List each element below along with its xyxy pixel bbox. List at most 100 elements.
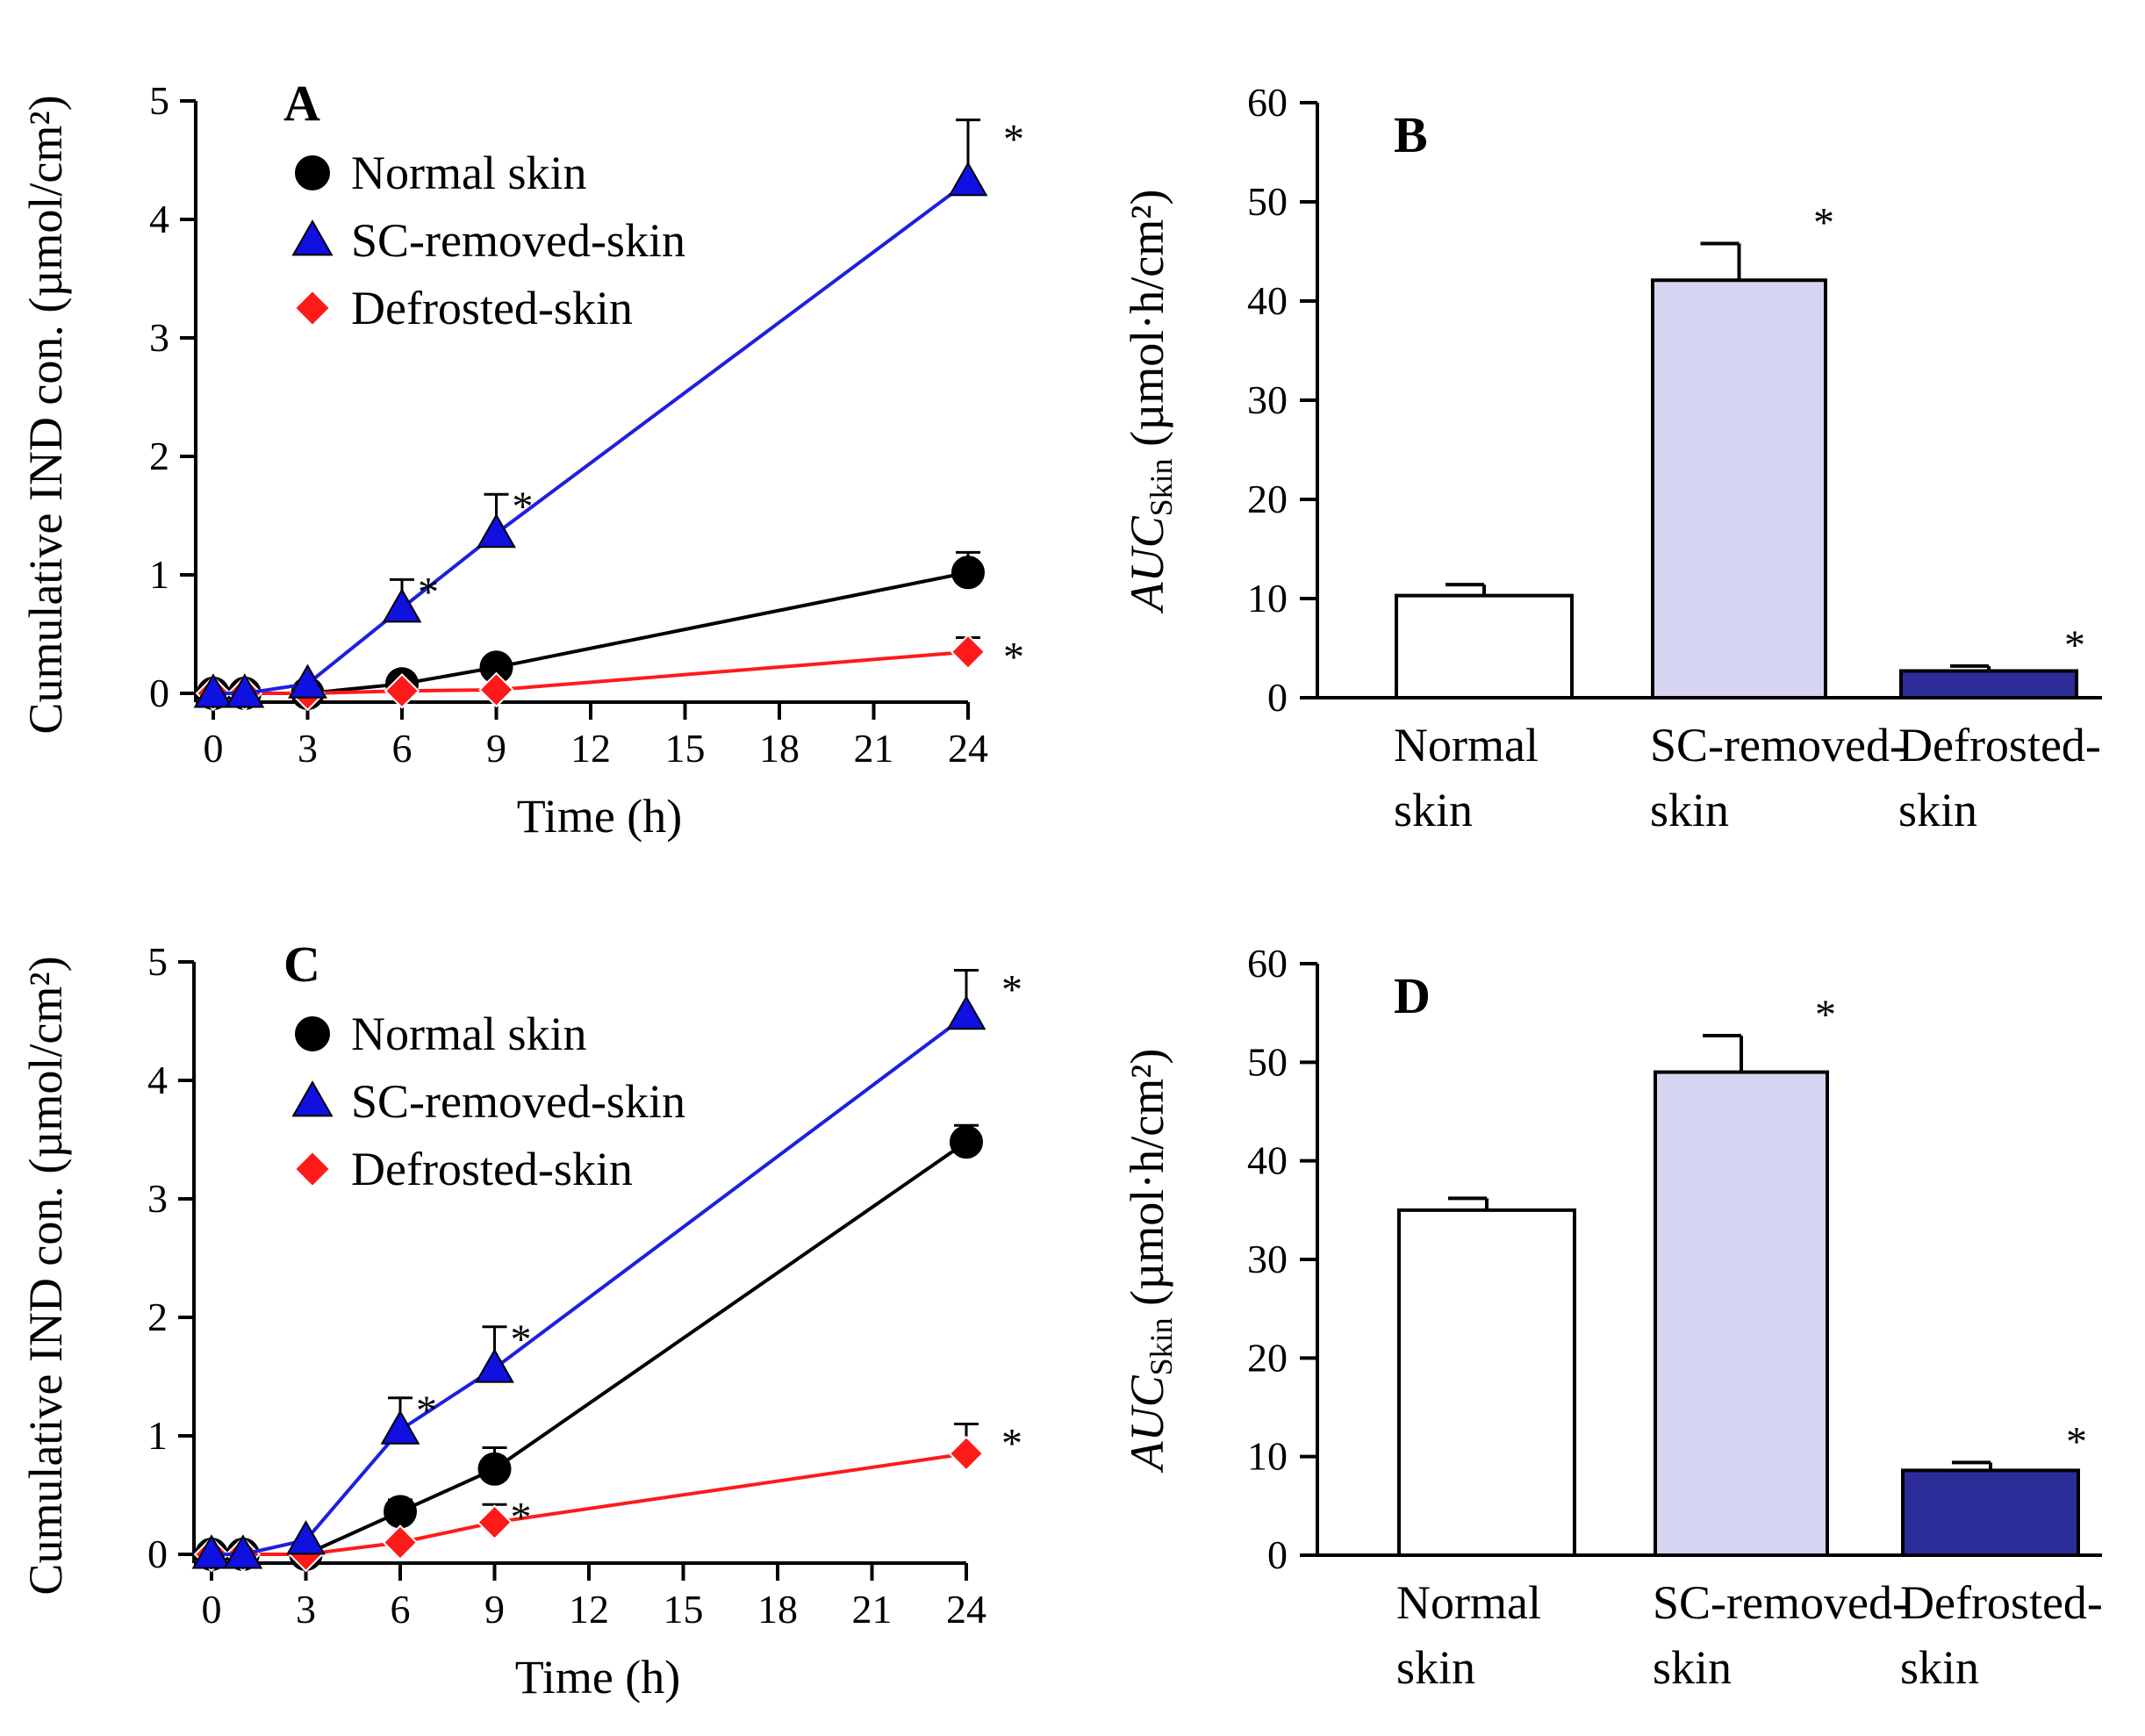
significance-asterisk: * [513, 484, 534, 530]
y-tick-label: 3 [147, 1176, 168, 1221]
category-label: Normal [1396, 1576, 1541, 1629]
category-label: Defrosted- [1898, 719, 2101, 771]
y-tick-label: 5 [149, 78, 169, 123]
category-label: Defrosted- [1900, 1576, 2103, 1629]
category-label: skin [1898, 784, 1977, 836]
category-label: Normal [1394, 719, 1539, 771]
series-line [213, 649, 969, 695]
y-tick-label: 20 [1247, 477, 1288, 521]
significance-asterisk: * [1815, 992, 1836, 1038]
significance-asterisk: * [2064, 622, 2085, 669]
bar-defrosted-skin [1901, 1468, 2080, 1557]
x-tick-label: 9 [486, 726, 506, 771]
data-point [477, 1504, 513, 1540]
data-point [288, 664, 327, 699]
data-point [380, 1410, 420, 1445]
data-point [950, 1125, 983, 1159]
legend-marker-diamond [293, 1150, 332, 1188]
legend-label: Defrosted-skin [351, 282, 633, 334]
y-tick-label: 0 [147, 1532, 168, 1576]
y-tick-label: 0 [1267, 1532, 1288, 1577]
x-tick-label: 21 [854, 726, 894, 771]
y-tick-label: 0 [149, 671, 169, 715]
y-tick-label: 20 [1247, 1335, 1288, 1380]
y-tick-label: 1 [149, 552, 169, 597]
x-tick-label: 0 [202, 1587, 222, 1632]
legend-label: Normal skin [351, 147, 586, 199]
y-axis-label-main: AUC [1121, 1374, 1173, 1473]
category-label: SC-removed- [1650, 719, 1905, 771]
panel-letter: A [283, 75, 320, 132]
y-axis-label-sub: Skin [1144, 458, 1179, 516]
x-tick-label: 6 [391, 1587, 411, 1632]
legend-marker-diamond [293, 289, 332, 327]
x-tick-label: 15 [665, 726, 706, 771]
y-axis-label: Cumulative IND con. (µmol/cm²) [19, 956, 72, 1595]
series-line [213, 570, 969, 695]
data-point [225, 673, 265, 708]
category-label: skin [1650, 784, 1729, 836]
y-axis-label: AUCSkin (µmol·h/cm²) [1121, 1049, 1179, 1474]
data-point [191, 1534, 232, 1569]
x-tick-label: 21 [852, 1587, 893, 1632]
data-point [382, 588, 422, 623]
panel-letter: D [1394, 967, 1431, 1024]
x-axis-label: Time (h) [515, 1651, 681, 1704]
significance-asterisk: * [511, 1316, 532, 1363]
significance-asterisk: * [1813, 199, 1834, 246]
y-tick-label: 5 [147, 939, 168, 984]
category-label: skin [1396, 1641, 1475, 1694]
panel-letter: B [1394, 106, 1428, 163]
category-label: skin [1394, 784, 1473, 836]
significance-asterisk: * [416, 1388, 437, 1434]
x-tick-label: 18 [759, 726, 800, 771]
series-sc-removed-skin: * * * [191, 966, 1022, 1569]
x-tick-label: 3 [298, 726, 318, 771]
data-point [478, 671, 514, 708]
legend-marker-triangle [291, 1080, 334, 1117]
x-tick-label: 12 [570, 726, 611, 771]
y-tick-label: 40 [1247, 278, 1288, 323]
y-axis-label-unit: (µmol·h/cm²) [1121, 190, 1173, 459]
category-label: skin [1653, 1641, 1732, 1694]
y-tick-label: 50 [1247, 1039, 1288, 1084]
significance-asterisk: * [1003, 117, 1024, 163]
y-tick-label: 2 [147, 1295, 168, 1339]
data-point [384, 1495, 417, 1529]
y-tick-label: 3 [149, 315, 169, 360]
legend-marker-triangle [291, 219, 334, 256]
bar-sc-removed-skin [1654, 1070, 1829, 1557]
series-line [212, 1140, 968, 1556]
x-tick-label: 18 [757, 1587, 798, 1632]
significance-asterisk: * [511, 1494, 532, 1540]
panel-d: 0 10 20 30 40 50 60 D AUCSkin (µmol·h/cm²) Normal… [1121, 941, 2103, 1694]
y-tick-label: 10 [1247, 576, 1288, 621]
series-line [212, 1452, 967, 1556]
y-axis-label: AUCSkin (µmol·h/cm²) [1121, 190, 1179, 614]
x-tick-label: 24 [946, 1587, 986, 1632]
x-tick-label: 3 [296, 1587, 316, 1632]
legend-label: SC-removed-skin [351, 214, 685, 267]
panel-letter: C [283, 936, 320, 993]
legend-marker-circle [295, 155, 330, 190]
y-tick-label: 50 [1247, 179, 1288, 224]
panel-b: 0 10 20 30 40 50 60 B AUCSkin (µmol·h/cm²) Normal… [1121, 80, 2102, 836]
data-point [948, 161, 988, 197]
legend-marker-circle [295, 1016, 330, 1051]
x-axis-label: Time (h) [517, 790, 683, 843]
data-point [286, 1520, 326, 1555]
y-tick-label: 0 [1267, 675, 1288, 720]
legend-label: Normal skin [351, 1008, 586, 1060]
bar-normal-skin [1397, 1208, 1576, 1558]
significance-asterisk: * [418, 569, 439, 615]
bar-defrosted-skin [1899, 669, 2078, 699]
y-tick-label: 60 [1247, 80, 1288, 125]
y-tick-label: 10 [1247, 1434, 1288, 1479]
x-tick-label: 6 [392, 726, 412, 771]
significance-asterisk: * [1001, 1421, 1022, 1467]
data-point [946, 995, 986, 1030]
data-point [950, 634, 986, 671]
y-axis-label-sub: Skin [1144, 1317, 1179, 1375]
